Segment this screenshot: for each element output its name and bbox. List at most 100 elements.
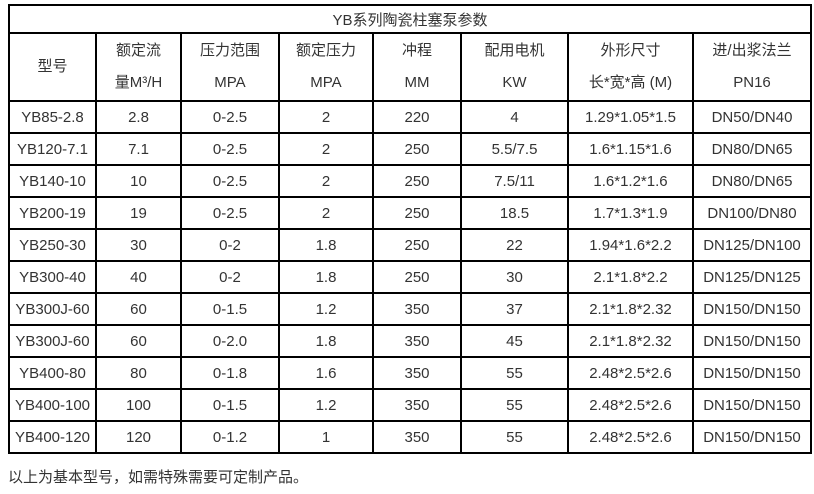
table-cell: 2.1*1.8*2.2 [567, 260, 694, 294]
table-cell: 100 [95, 388, 182, 422]
table-cell: 0-2.5 [180, 196, 280, 230]
column-header-label: PN16 [733, 74, 771, 91]
table-cell: YB400-80 [8, 356, 97, 390]
table-cell: 350 [372, 388, 462, 422]
column-header-model: 型号 [8, 32, 97, 102]
table-cell: 55 [460, 356, 569, 390]
table-cell: YB140-10 [8, 164, 97, 198]
column-header-label: 型号 [37, 58, 68, 75]
column-header-flange: 进/出浆法兰 PN16 [691, 32, 813, 102]
column-header-rated-flow: 额定流量M³/H [95, 32, 182, 102]
table-cell: 2.48*2.5*2.6 [567, 420, 694, 454]
table-cell: 60 [95, 292, 182, 326]
table-cell: YB250-30 [8, 228, 97, 262]
table-cell: YB200-19 [8, 196, 97, 230]
table-cell: DN150/DN150 [691, 356, 813, 390]
table-cell: DN125/DN125 [691, 260, 813, 294]
table-cell: 2 [278, 196, 374, 230]
table-cell: 0-2.5 [180, 164, 280, 198]
column-header-label: 量M³/H [114, 74, 163, 91]
table-cell: 22 [460, 228, 569, 262]
column-header-rated-pressure: 额定压力 MPA [278, 32, 374, 102]
table-cell: 55 [460, 420, 569, 454]
table-row: YB300J-60 60 0-1.5 1.2 350 37 2.1*1.8*2.32 DN15… [8, 292, 813, 326]
table-row: YB300J-60 60 0-2.0 1.8 350 45 2.1*1.8*2.32 DN15… [8, 324, 813, 358]
table-cell: 250 [372, 260, 462, 294]
table-cell: 1.8 [278, 228, 374, 262]
table-cell: YB400-120 [8, 420, 97, 454]
header-row: 型号 额定流 量M³/H 压力范围 MPA 额定压力 MPA 冲程 MM 配用电机 KW 外形尺寸 长*… [8, 32, 813, 102]
column-header-label: 外形尺寸 [600, 42, 661, 59]
table-cell: 1.29*1.05*1.5 [567, 100, 694, 134]
table-cell: 0-1.5 [180, 388, 280, 422]
column-header-label: KW [502, 74, 527, 91]
column-header-label: 额定流 [115, 42, 161, 59]
table-cell: 10 [95, 164, 182, 198]
table-cell: 2.1*1.8*2.32 [567, 292, 694, 326]
table-cell: 1.6 [278, 356, 374, 390]
column-header-label: 冲程 [401, 42, 432, 59]
title-row: YB系列陶瓷柱塞泵参数 [7, 4, 813, 34]
column-header-motor-power: 配用电机 KW [460, 32, 569, 102]
table-cell: DN50/DN40 [691, 100, 813, 134]
table-cell: 30 [95, 228, 182, 262]
table-cell: 350 [372, 356, 462, 390]
table-cell: YB120-7.1 [8, 132, 97, 166]
table-cell: DN150/DN150 [691, 420, 813, 454]
table-cell: 37 [460, 292, 569, 326]
table-cell: 0-2 [180, 260, 280, 294]
table-cell: 1.6*1.2*1.6 [567, 164, 694, 198]
table-cell: 1.94*1.6*2.2 [567, 228, 694, 262]
table-row: YB85-2.8 2.8 0-2.5 2 220 4 1.29*1.05*1.5 DN50/D… [8, 100, 813, 134]
table-cell: 7.5/11 [460, 164, 569, 198]
table-cell: 250 [372, 228, 462, 262]
column-header-label: MM [404, 74, 430, 91]
table-cell: 5.5/7.5 [460, 132, 569, 166]
table-cell: 1.7*1.3*1.9 [567, 196, 694, 230]
table-row: YB400-120 120 0-1.2 1 350 55 2.48*2.5*2.6 DN150… [8, 420, 813, 454]
table-cell: 2 [278, 132, 374, 166]
table-cell: YB300J-60 [8, 324, 97, 358]
column-header-label: 配用电机 [484, 42, 545, 59]
table-cell: 1.6*1.15*1.6 [567, 132, 694, 166]
table-cell: 120 [95, 420, 182, 454]
column-header-label: MPA [310, 74, 342, 91]
table-cell: YB85-2.8 [8, 100, 97, 134]
table-cell: YB300-40 [8, 260, 97, 294]
table-cell: DN80/DN65 [691, 164, 813, 198]
table-cell: 40 [95, 260, 182, 294]
table-cell: 0-1.5 [180, 292, 280, 326]
column-header-pressure-range: 压力范围 MPA [180, 32, 280, 102]
table-cell: 250 [372, 196, 462, 230]
table-cell: 55 [460, 388, 569, 422]
table-title: YB系列陶瓷柱塞泵参数 [7, 4, 813, 34]
table-row: YB400-100 100 0-1.5 1.2 350 55 2.48*2.5*2.6 DN1… [8, 388, 813, 422]
column-header-stroke: 冲程 MM [372, 32, 462, 102]
column-header-label: 额定压力 [295, 42, 356, 59]
table-cell: 2.1*1.8*2.32 [567, 324, 694, 358]
table-cell: 2.48*2.5*2.6 [567, 388, 694, 422]
table-cell: 350 [372, 420, 462, 454]
table-cell: DN150/DN150 [691, 292, 813, 326]
table-cell: YB400-100 [8, 388, 97, 422]
footer-note: 以上为基本型号，如需特殊需要可定制产品。 [8, 469, 309, 486]
table-cell: 0-1.2 [180, 420, 280, 454]
table-cell: 1.2 [278, 292, 374, 326]
table-cell: 1.8 [278, 324, 374, 358]
table-cell: 0-2 [180, 228, 280, 262]
table-cell: 18.5 [460, 196, 569, 230]
table-cell: 30 [460, 260, 569, 294]
table-cell: YB300J-60 [8, 292, 97, 326]
column-header-label: MPA [214, 74, 246, 91]
column-header-dimensions: 外形尺寸 长*宽*高 (M) [567, 32, 694, 102]
table-cell: 19 [95, 196, 182, 230]
table-row: YB400-80 80 0-1.8 1.6 350 55 2.48*2.5*2.6 DN150… [8, 356, 813, 390]
table-cell: 45 [460, 324, 569, 358]
table-cell: 0-2.5 [180, 100, 280, 134]
table-cell: 250 [372, 132, 462, 166]
table-cell: 350 [372, 292, 462, 326]
table-cell: 80 [95, 356, 182, 390]
table-cell: 2 [278, 100, 374, 134]
table-cell: DN100/DN80 [691, 196, 813, 230]
